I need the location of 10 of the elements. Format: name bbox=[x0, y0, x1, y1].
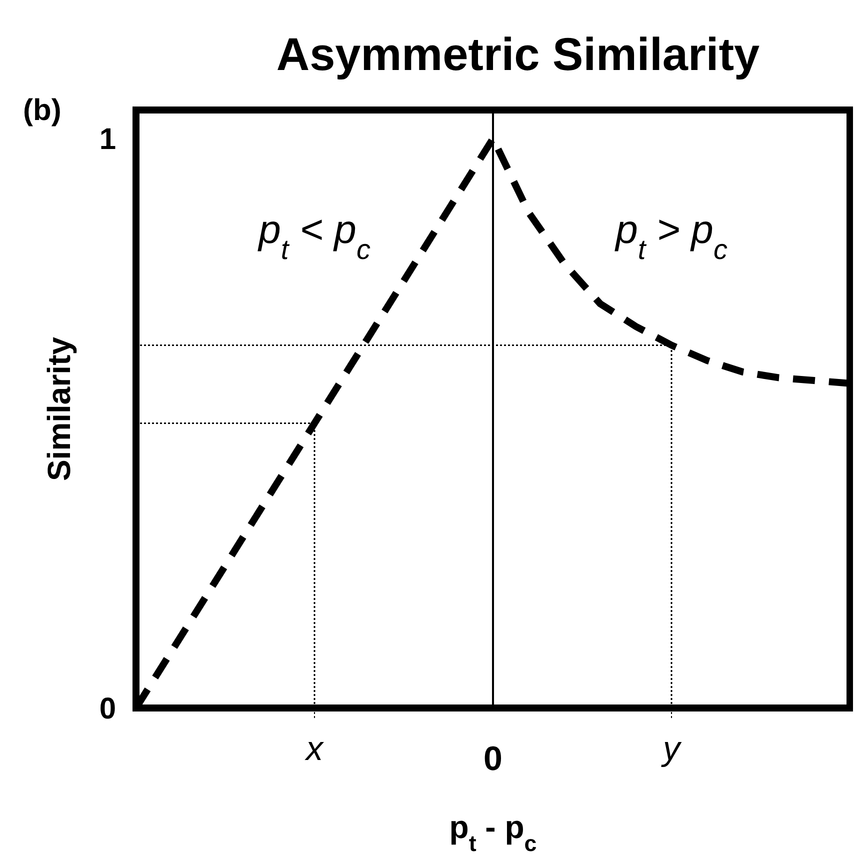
x-tick-label: 0 bbox=[484, 740, 502, 778]
x-tick-label: x bbox=[304, 730, 324, 768]
x-tick-label: y bbox=[661, 730, 682, 768]
annotation: p$_{t}$ > p$_{c}$ bbox=[614, 208, 728, 264]
chart-title: Asymmetric Similarity bbox=[276, 28, 760, 80]
y-axis-title: Similarity bbox=[41, 336, 77, 482]
annotation: p$_{t}$ < p$_{c}$ bbox=[258, 208, 370, 264]
x-axis-title: p$_{t}$ - p$_{c}$ bbox=[449, 809, 537, 856]
y-tick-label: 1 bbox=[99, 122, 116, 156]
text: (b) bbox=[23, 94, 62, 127]
